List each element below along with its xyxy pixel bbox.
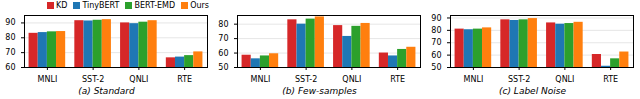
svg-text:MNLI: MNLI [251, 75, 271, 84]
svg-text:60: 60 [5, 63, 15, 72]
svg-text:QNLI: QNLI [342, 75, 361, 84]
html-text:(a) Standard: (a) Standard [78, 86, 135, 96]
svg-text:MNLI: MNLI [464, 75, 484, 84]
svg-text:70: 70 [218, 34, 228, 43]
svg-text:SST-2: SST-2 [82, 75, 104, 84]
svg-text:60: 60 [431, 51, 441, 60]
svg-text:RTE: RTE [603, 75, 618, 84]
svg-text:80: 80 [5, 33, 15, 42]
svg-text:MNLI: MNLI [38, 75, 58, 84]
svg-text:QNLI: QNLI [129, 75, 148, 84]
html-text:KD: KD [56, 1, 68, 10]
svg-text:90: 90 [5, 18, 15, 27]
svg-text:70: 70 [431, 38, 441, 47]
svg-text:RTE: RTE [177, 75, 192, 84]
svg-text:RTE: RTE [390, 75, 405, 84]
svg-text:QNLI: QNLI [555, 75, 574, 84]
html-text:Ours: Ours [190, 1, 209, 10]
svg-text:80: 80 [218, 20, 228, 29]
svg-text:70: 70 [5, 48, 15, 57]
html-text:(c) Label Noise: (c) Label Noise [499, 86, 566, 96]
svg-text:SST-2: SST-2 [508, 75, 530, 84]
svg-text:60: 60 [218, 49, 228, 58]
svg-text:50: 50 [218, 63, 228, 72]
svg-text:50: 50 [431, 63, 441, 72]
html-text:TinyBERT: TinyBERT [82, 1, 120, 10]
html-text:(b) Few-samples: (b) Few-samples [282, 86, 357, 96]
svg-text:SST-2: SST-2 [295, 75, 317, 84]
svg-text:90: 90 [431, 14, 441, 23]
svg-text:80: 80 [431, 26, 441, 35]
html-text:BERT-EMD: BERT-EMD [134, 1, 176, 10]
